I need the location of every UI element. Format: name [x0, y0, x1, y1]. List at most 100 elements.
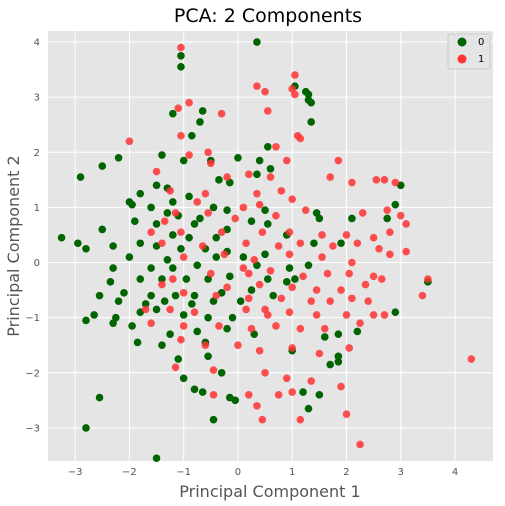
data-point	[369, 311, 378, 319]
data-point	[163, 255, 172, 264]
data-point	[158, 151, 166, 159]
data-point	[236, 297, 245, 305]
data-point	[204, 148, 212, 157]
data-point	[57, 233, 66, 242]
data-point	[136, 239, 145, 248]
data-point	[239, 264, 248, 272]
data-point	[364, 297, 372, 305]
data-point	[239, 203, 248, 212]
data-point	[320, 324, 329, 333]
data-point	[307, 297, 316, 305]
data-point	[266, 165, 275, 173]
grid	[48, 31, 493, 461]
data-point	[160, 217, 169, 225]
data-point	[147, 319, 155, 327]
data-point	[223, 206, 231, 214]
data-point	[166, 330, 174, 339]
data-point	[304, 404, 313, 413]
data-point	[231, 396, 240, 405]
data-point	[179, 253, 188, 261]
data-point	[310, 239, 318, 248]
data-point	[98, 225, 107, 234]
data-point	[147, 264, 155, 272]
data-point	[212, 233, 221, 242]
x-tick-label: 3	[398, 467, 404, 478]
data-point	[263, 275, 272, 283]
data-point	[193, 327, 202, 336]
data-point	[209, 415, 218, 424]
legend: 0 1	[447, 33, 491, 70]
data-point	[424, 275, 432, 283]
data-point	[296, 134, 305, 143]
axis-ticks: −3 −2 −1 0 1 2 3 4 −3 −2 −1 0 1 2 3 4	[25, 38, 458, 478]
data-point	[82, 316, 90, 325]
data-point	[320, 333, 329, 341]
data-point	[361, 280, 370, 289]
data-point	[244, 294, 253, 303]
data-point	[326, 173, 334, 181]
y-tick-label: 3	[34, 93, 40, 104]
data-point	[348, 294, 356, 303]
data-point	[372, 176, 381, 184]
data-point	[185, 98, 193, 107]
data-point	[207, 159, 215, 168]
data-point	[114, 153, 123, 162]
data-point	[307, 377, 316, 385]
data-point	[215, 176, 223, 184]
data-point	[337, 382, 345, 391]
data-point	[342, 231, 351, 239]
y-tick-label: −3	[25, 423, 40, 434]
data-point	[198, 242, 207, 250]
data-point	[261, 87, 269, 96]
data-point	[152, 181, 161, 190]
data-point	[291, 71, 299, 79]
data-point	[369, 272, 378, 281]
data-point	[258, 415, 267, 424]
data-point	[152, 454, 161, 463]
x-axis-label: Principal Component 1	[179, 482, 360, 501]
data-point	[261, 250, 269, 259]
data-point	[263, 107, 272, 115]
data-point	[125, 137, 134, 146]
data-point	[358, 209, 367, 217]
data-point	[369, 233, 378, 242]
data-point	[318, 231, 326, 239]
data-point	[244, 391, 253, 399]
data-point	[467, 355, 476, 363]
data-point	[225, 272, 234, 281]
data-point	[133, 338, 142, 347]
data-point	[171, 363, 180, 372]
data-point	[217, 368, 226, 377]
x-tick-label: 0	[235, 467, 241, 478]
data-point	[329, 242, 337, 250]
data-point	[326, 297, 334, 305]
x-tick-label: 2	[343, 467, 349, 478]
data-point	[95, 393, 104, 402]
data-point	[299, 388, 307, 396]
data-point	[158, 341, 166, 350]
data-point	[174, 104, 183, 112]
data-point	[266, 267, 275, 275]
data-point	[136, 189, 145, 198]
data-point	[375, 244, 383, 253]
data-point	[147, 228, 155, 237]
data-point	[152, 220, 161, 228]
data-point	[299, 272, 307, 281]
data-point	[391, 178, 400, 187]
data-point	[217, 228, 226, 237]
data-point	[177, 244, 185, 253]
data-point	[253, 38, 261, 46]
data-point	[147, 203, 155, 212]
data-point	[185, 151, 193, 159]
data-point	[169, 231, 177, 239]
y-tick-label: 4	[34, 38, 40, 49]
data-point	[201, 341, 210, 350]
data-point	[282, 156, 291, 165]
data-point	[141, 300, 150, 308]
data-point	[312, 286, 321, 294]
data-point	[342, 311, 351, 319]
data-point	[274, 242, 283, 250]
x-tick-label: −2	[122, 467, 137, 478]
data-point	[228, 313, 237, 322]
data-point	[296, 415, 305, 424]
